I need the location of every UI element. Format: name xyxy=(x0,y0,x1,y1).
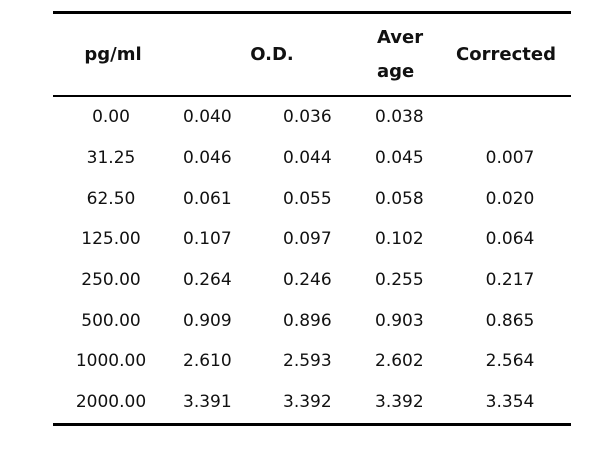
cell-pg-ml: 1000.00 xyxy=(75,351,147,372)
cell-average: 0.903 xyxy=(375,310,424,331)
cell-pg-ml: 500.00 xyxy=(81,310,141,331)
header-average-line1: Aver xyxy=(377,26,424,48)
cell-od-2: 0.044 xyxy=(283,148,332,169)
header-average-line2: age xyxy=(377,60,415,82)
cell-od-2: 0.055 xyxy=(283,188,332,209)
cell-pg-ml: 62.50 xyxy=(86,188,136,209)
cell-od-1: 3.391 xyxy=(183,392,232,413)
table-header: pg/ml O.D. Aver age Corrected xyxy=(53,14,571,95)
cell-average: 0.045 xyxy=(375,148,424,169)
cell-od-1: 0.909 xyxy=(183,310,232,331)
cell-pg-ml: 2000.00 xyxy=(75,392,147,413)
standard-curve-table: pg/ml O.D. Aver age Corrected 0.00 0.040 0… xyxy=(53,14,571,423)
table-body: 0.00 0.040 0.036 0.038 31.25 0.046 0.044 0.045 0… xyxy=(53,95,571,423)
cell-od-2: 0.246 xyxy=(283,270,332,291)
table-row: 62.50 0.061 0.055 0.058 0.020 xyxy=(53,178,571,219)
table-row: 0.00 0.040 0.036 0.038 xyxy=(53,95,571,138)
table-header-rule xyxy=(53,95,571,97)
cell-pg-ml: 250.00 xyxy=(81,270,141,291)
cell-od-2: 2.593 xyxy=(283,351,332,372)
cell-corrected: 0.007 xyxy=(485,148,535,169)
table-row: 1000.00 2.610 2.593 2.602 2.564 xyxy=(53,341,571,382)
cell-corrected: 0.217 xyxy=(485,270,535,291)
table-row: 500.00 0.909 0.896 0.903 0.865 xyxy=(53,300,571,341)
header-corrected: Corrected xyxy=(456,44,556,65)
cell-od-1: 0.264 xyxy=(183,270,232,291)
cell-average: 0.038 xyxy=(375,107,424,128)
table-row: 2000.00 3.391 3.392 3.392 3.354 xyxy=(53,382,571,423)
cell-corrected: 0.064 xyxy=(485,229,535,250)
cell-pg-ml: 31.25 xyxy=(86,148,136,169)
cell-od-2: 0.097 xyxy=(283,229,332,250)
table-top-rule xyxy=(53,11,571,14)
cell-od-1: 0.061 xyxy=(183,188,232,209)
cell-average: 2.602 xyxy=(375,351,424,372)
cell-average: 0.058 xyxy=(375,188,424,209)
table-row: 125.00 0.107 0.097 0.102 0.064 xyxy=(53,219,571,260)
cell-average: 0.255 xyxy=(375,270,424,291)
header-pg-ml: pg/ml xyxy=(84,44,142,65)
table-row: 31.25 0.046 0.044 0.045 0.007 xyxy=(53,138,571,179)
cell-od-1: 2.610 xyxy=(183,351,232,372)
cell-pg-ml: 125.00 xyxy=(81,229,141,250)
cell-corrected: 3.354 xyxy=(485,392,535,413)
cell-od-1: 0.040 xyxy=(183,107,232,128)
table-row: 250.00 0.264 0.246 0.255 0.217 xyxy=(53,260,571,301)
cell-od-1: 0.046 xyxy=(183,148,232,169)
cell-corrected: 0.865 xyxy=(485,310,535,331)
cell-od-2: 0.896 xyxy=(283,310,332,331)
cell-pg-ml: 0.00 xyxy=(92,107,130,128)
cell-average: 0.102 xyxy=(375,229,424,250)
cell-corrected: 2.564 xyxy=(485,351,535,372)
cell-corrected: 0.020 xyxy=(485,188,535,209)
header-row: pg/ml O.D. Aver age Corrected xyxy=(53,14,571,95)
header-average: Aver age xyxy=(371,14,441,95)
table-bottom-rule xyxy=(53,423,571,426)
cell-average: 3.392 xyxy=(375,392,424,413)
standard-curve-table-frame: pg/ml O.D. Aver age Corrected 0.00 0.040 0… xyxy=(45,0,578,452)
cell-od-2: 0.036 xyxy=(283,107,332,128)
cell-corrected xyxy=(441,95,571,138)
cell-od-2: 3.392 xyxy=(283,392,332,413)
header-od: O.D. xyxy=(250,44,294,65)
cell-od-1: 0.107 xyxy=(183,229,232,250)
